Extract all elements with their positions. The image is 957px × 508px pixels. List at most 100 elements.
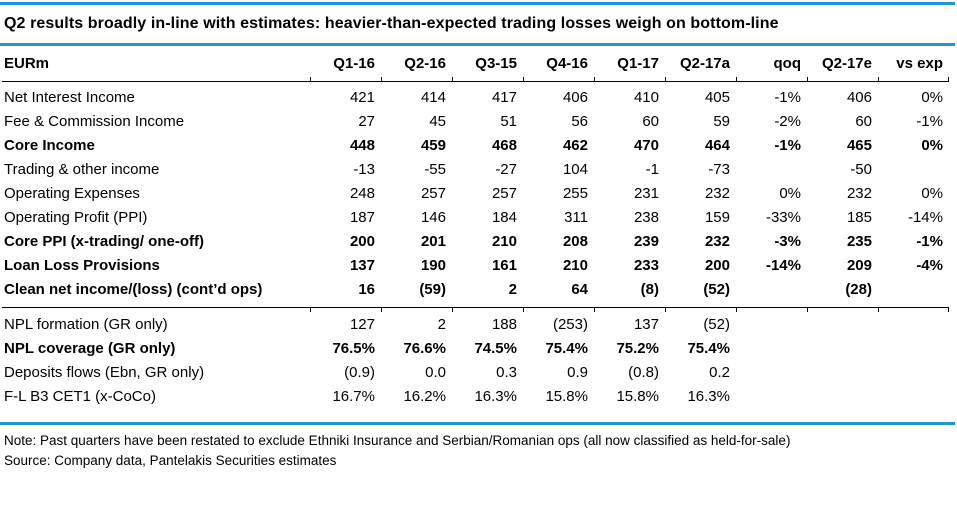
value-cell: 75.4%	[545, 340, 588, 357]
row-label: Core Income	[4, 137, 95, 154]
row-label: NPL formation (GR only)	[2, 307, 310, 337]
value-cell: 27	[358, 113, 375, 130]
table-body: Net Interest Income 421 414 417 406 410 405 -1%…	[2, 82, 949, 410]
value-cell: 56	[571, 113, 588, 130]
value-cell: 465	[846, 137, 872, 154]
value-cell: 464	[704, 137, 730, 154]
value-cell	[736, 158, 807, 182]
value-cell: 210	[491, 233, 517, 250]
value-cell	[878, 337, 949, 361]
value-cell: 414	[420, 89, 446, 106]
value-cell: 208	[562, 233, 588, 250]
value-cell: 159	[704, 209, 730, 226]
row-label: Operating Expenses	[4, 185, 140, 202]
value-cell: 16	[358, 281, 375, 298]
column-header-q3-15: Q3-15	[452, 46, 523, 82]
column-header-q2-17e: Q2-17e	[807, 46, 878, 82]
table-row: Core Income 448 459 468 462 470 464 -1% 465 0%	[2, 134, 949, 158]
value-cell: 232	[846, 185, 872, 202]
value-cell: 190	[420, 257, 446, 274]
value-cell: -27	[495, 161, 517, 178]
value-cell: 462	[562, 137, 588, 154]
value-cell	[878, 307, 949, 337]
value-cell	[878, 385, 949, 409]
table-row: Loan Loss Provisions 137 190 161 210 233 200 -1…	[2, 254, 949, 278]
header-row: EURm Q1-16 Q2-16 Q3-15 Q4-16 Q1-17 Q2-17…	[2, 46, 949, 82]
value-cell: 59	[713, 113, 730, 130]
value-cell: 232	[704, 185, 730, 202]
value-cell: -3%	[774, 233, 801, 250]
row-label: NPL coverage (GR only)	[4, 340, 176, 357]
value-cell: 421	[349, 89, 375, 106]
value-cell: 257	[420, 185, 446, 202]
value-cell: -1%	[774, 89, 801, 106]
table-row: Clean net income/(loss) (cont’d ops) 16 (5…	[2, 278, 949, 308]
value-cell: (253)	[523, 307, 594, 337]
value-cell: 76.6%	[403, 340, 446, 357]
table-bottom-rule	[0, 422, 955, 425]
value-cell: 406	[562, 89, 588, 106]
value-cell	[736, 307, 807, 337]
footnotes: Note: Past quarters have been restated t…	[0, 425, 957, 471]
value-cell	[878, 361, 949, 385]
value-cell	[878, 278, 949, 308]
value-cell: 448	[349, 137, 375, 154]
table-row: NPL formation (GR only) 127 2 188 (253) 137 (5…	[2, 307, 949, 337]
column-header-q1-16: Q1-16	[310, 46, 381, 82]
value-cell: -1%	[916, 233, 943, 250]
column-header-q4-16: Q4-16	[523, 46, 594, 82]
value-cell	[807, 385, 878, 409]
value-cell: 235	[846, 233, 872, 250]
value-cell: -14%	[765, 257, 801, 274]
value-cell	[736, 278, 807, 308]
value-cell: 248	[349, 185, 375, 202]
value-cell: 2	[381, 307, 452, 337]
table-row: Deposits flows (Ebn, GR only) (0.9) 0.0 0.3…	[2, 361, 949, 385]
column-header-vs-exp: vs exp	[878, 46, 949, 82]
value-cell: 127	[310, 307, 381, 337]
value-cell: 410	[633, 89, 659, 106]
table-row: F-L B3 CET1 (x-CoCo) 16.7% 16.2% 16.3% 15.8%…	[2, 385, 949, 409]
value-cell: (0.9)	[344, 364, 375, 381]
value-cell: 137	[594, 307, 665, 337]
value-cell: (28)	[845, 281, 872, 298]
value-cell: 201	[420, 233, 446, 250]
value-cell: 60	[642, 113, 659, 130]
value-cell: 233	[633, 257, 659, 274]
value-cell: 16.3%	[474, 388, 517, 405]
value-cell	[736, 337, 807, 361]
value-cell: 187	[349, 209, 375, 226]
table-row: Trading & other income -13 -55 -27 104 -1 -73 -…	[2, 158, 949, 182]
table-bottom-gap	[0, 409, 957, 422]
value-cell: (0.8)	[628, 364, 659, 381]
value-cell: 468	[491, 137, 517, 154]
value-cell: 51	[500, 113, 517, 130]
value-cell: -14%	[907, 209, 943, 226]
column-header-eurm: EURm	[2, 46, 310, 82]
value-cell	[736, 361, 807, 385]
page-title: Q2 results broadly in-line with estimate…	[4, 15, 779, 32]
value-cell: (59)	[419, 281, 446, 298]
column-header-q2-17a: Q2-17a	[665, 46, 736, 82]
table-row: Net Interest Income 421 414 417 406 410 405 -1%…	[2, 82, 949, 111]
value-cell: 60	[855, 113, 872, 130]
row-label: Loan Loss Provisions	[4, 257, 160, 274]
value-cell: 75.4%	[687, 340, 730, 357]
row-label: Deposits flows (Ebn, GR only)	[4, 364, 205, 381]
row-label: Trading & other income	[4, 161, 160, 178]
value-cell: 74.5%	[474, 340, 517, 357]
value-cell	[878, 158, 949, 182]
value-cell: -2%	[774, 113, 801, 130]
results-note-page: Q2 results broadly in-line with estimate…	[0, 2, 957, 471]
quarterly-results-table: EURm Q1-16 Q2-16 Q3-15 Q4-16 Q1-17 Q2-17…	[2, 46, 949, 409]
note-text: Note: Past quarters have been restated t…	[4, 433, 791, 448]
value-cell: -73	[708, 161, 730, 178]
value-cell: -1%	[916, 113, 943, 130]
table-row: Fee & Commission Income 27 45 51 56 60 59 -2% 60…	[2, 110, 949, 134]
value-cell: 0%	[921, 89, 943, 106]
value-cell: 0.0	[425, 364, 446, 381]
value-cell: 188	[452, 307, 523, 337]
value-cell	[736, 385, 807, 409]
value-cell	[807, 361, 878, 385]
value-cell: 0%	[921, 185, 943, 202]
